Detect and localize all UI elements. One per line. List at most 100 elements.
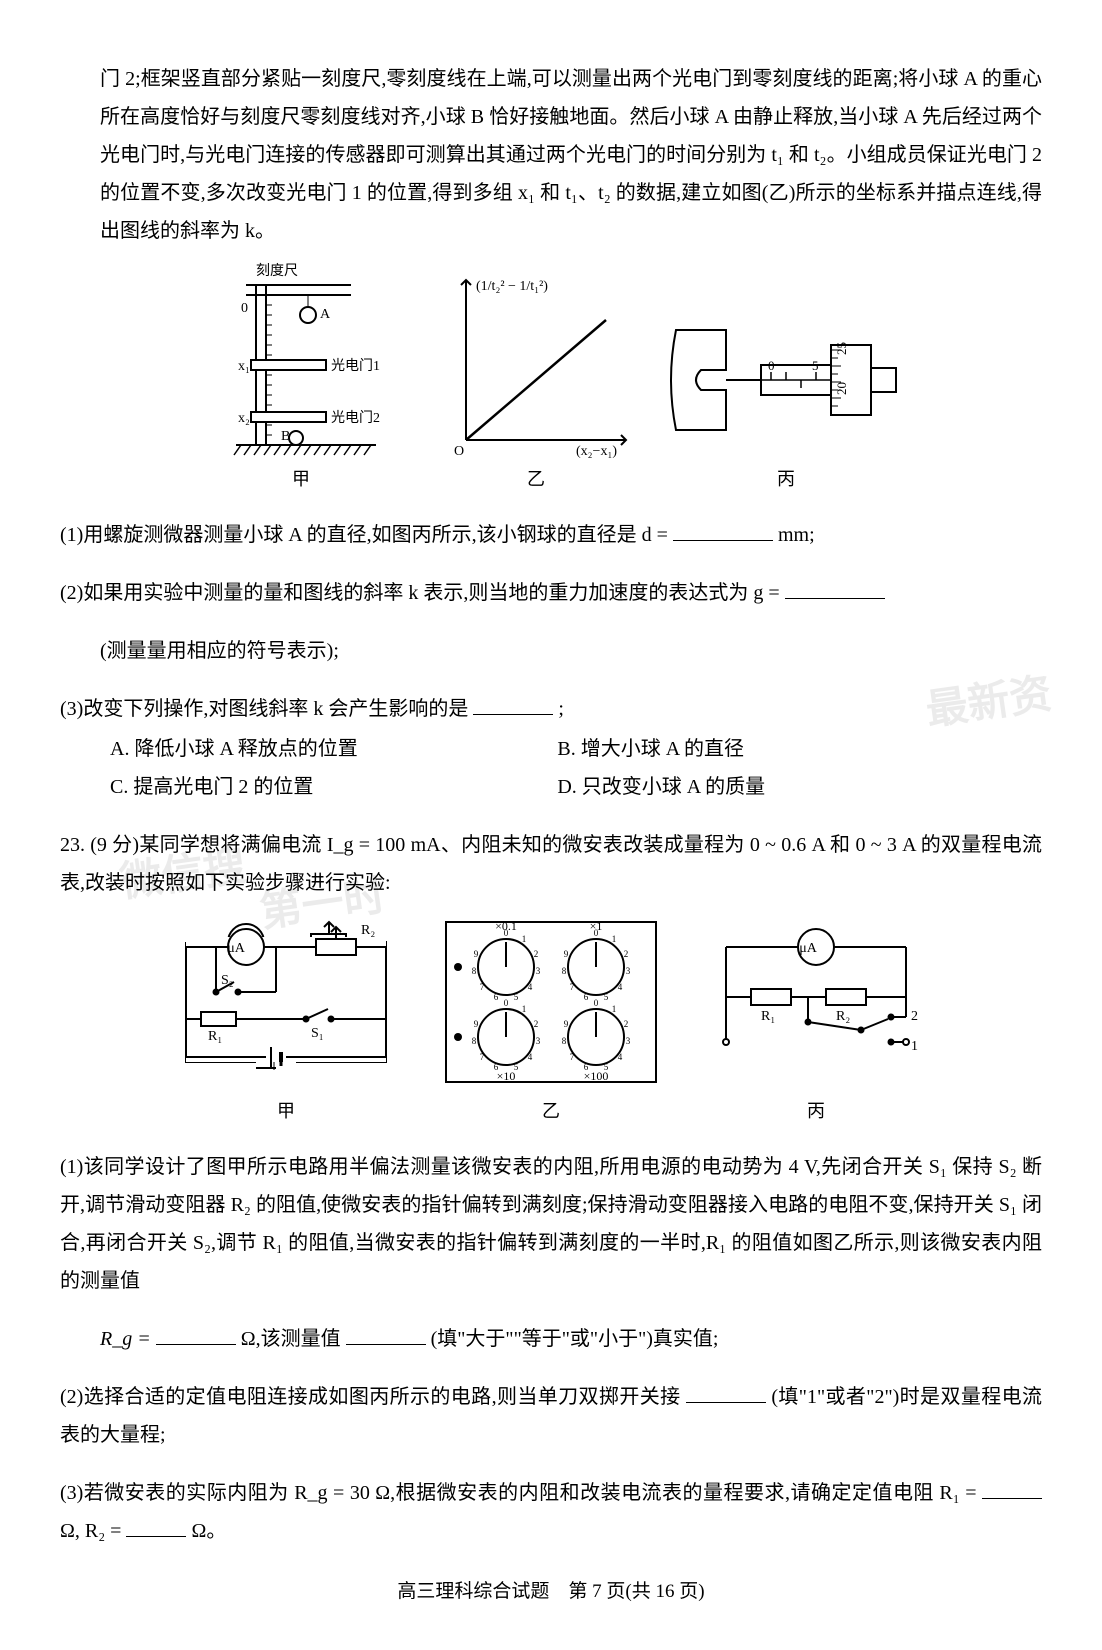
svg-text:0: 0 (594, 998, 599, 1008)
fig3-caption: 丙 (777, 462, 795, 496)
fig1-x1: x₁ (238, 359, 250, 374)
intro-paragraph: 门 2;框架竖直部分紧贴一刻度尺,零刻度线在上端,可以测量出两个光电门到零刻度线… (60, 60, 1042, 250)
s2-a: (2)选择合适的定值电阻连接成如图丙所示的电路,则当单刀双掷开关接 (60, 1386, 681, 1408)
opt-B: B. 增大小球 A 的直径 (557, 730, 1004, 768)
opt-C: C. 提高光电门 2 的位置 (110, 768, 557, 806)
s1-blank1[interactable] (156, 1324, 236, 1345)
svg-text:7: 7 (570, 982, 575, 992)
svg-text:4: 4 (528, 982, 533, 992)
figure-bing: 0 5 25 20 丙 (666, 290, 906, 496)
circ2-x10: ×10 (497, 1069, 516, 1083)
circuit-bing: μA R₁ R₂ 2 1 丙 (696, 922, 936, 1128)
svg-text:5: 5 (604, 992, 609, 1002)
fig1-zero: 0 (241, 301, 248, 316)
svg-text:9: 9 (474, 1019, 479, 1029)
fig1-gate2: 光电门2 (331, 410, 380, 426)
q3-semicolon: ; (558, 698, 564, 720)
q1-blank[interactable] (673, 520, 773, 541)
fig2-origin: O (454, 444, 464, 459)
s3-blank1[interactable] (982, 1478, 1042, 1499)
s3-b: Ω, R₂ = (60, 1520, 121, 1542)
circ3-n2: 2 (911, 1009, 918, 1024)
circ2-caption: 乙 (542, 1094, 560, 1128)
svg-text:2: 2 (534, 949, 539, 959)
svg-text:3: 3 (536, 1036, 541, 1046)
s3: (3)若微安表的实际内阻为 R_g = 30 Ω,根据微安表的内阻和改装电流表的… (60, 1474, 1042, 1550)
svg-text:1: 1 (522, 934, 527, 944)
fig1-gate1: 光电门1 (331, 358, 380, 374)
s1-p2c: (填"大于""等于"或"小于")真实值; (431, 1328, 719, 1350)
q3-blank[interactable] (473, 694, 553, 715)
svg-text:7: 7 (480, 982, 485, 992)
svg-text:9: 9 (564, 949, 569, 959)
svg-text:0: 0 (504, 998, 509, 1008)
q2-blank[interactable] (785, 578, 885, 599)
svg-text:6: 6 (494, 992, 499, 1002)
figure-yi: (1/t₂² − 1/t₁²) O (x₂−x₁) 乙 (436, 260, 636, 496)
svg-text:4: 4 (618, 982, 623, 992)
circuit-jia: μA R₂ S₂ R₁ S₁ 甲 (166, 912, 406, 1128)
circ3-uA: μA (799, 941, 818, 956)
opt-D: D. 只改变小球 A 的质量 (557, 768, 1004, 806)
fig3-t20: 20 (834, 382, 849, 395)
svg-text:8: 8 (562, 966, 567, 976)
svg-text:8: 8 (472, 1036, 477, 1046)
circuit-yi: 012 345 678 9 012 345 678 9 012 345 678 … (436, 912, 666, 1128)
circ2-x100: ×100 (584, 1069, 609, 1083)
circ1-R2: R₂ (361, 923, 375, 938)
s1-p2: R_g = Ω,该测量值 (填"大于""等于"或"小于")真实值; (60, 1320, 1042, 1358)
svg-text:2: 2 (624, 949, 629, 959)
figure-jia: 刻度尺 0 x₁ x₂ A B 光电门1 光电门2 甲 (196, 260, 406, 496)
svg-text:4: 4 (618, 1052, 623, 1062)
circ1-R1: R₁ (208, 1029, 222, 1044)
svg-text:9: 9 (474, 949, 479, 959)
q3-text: (3)改变下列操作,对图线斜率 k 会产生影响的是 (60, 698, 468, 720)
s1-Rg: R_g = (100, 1328, 151, 1350)
fig2-ylabel: (1/t₂² − 1/t₁²) (476, 279, 548, 294)
fig1-A: A (320, 307, 331, 322)
s3-a: (3)若微安表的实际内阻为 R_g = 30 Ω,根据微安表的内阻和改装电流表的… (60, 1482, 977, 1504)
circ1-S2: S₂ (221, 973, 234, 988)
s1-p1: (1)该同学设计了图甲所示电路用半偏法测量该微安表的内阻,所用电源的电动势为 4… (60, 1148, 1042, 1300)
sub-q3: (3)改变下列操作,对图线斜率 k 会产生影响的是 ; (60, 690, 1042, 728)
svg-text:9: 9 (564, 1019, 569, 1029)
s3-c: Ω。 (191, 1520, 226, 1542)
svg-text:3: 3 (626, 966, 631, 976)
svg-text:4: 4 (528, 1052, 533, 1062)
svg-text:1: 1 (612, 1004, 617, 1014)
svg-text:2: 2 (534, 1019, 539, 1029)
s3-blank2[interactable] (126, 1516, 186, 1537)
svg-text:7: 7 (480, 1052, 485, 1062)
q23-head: 23. (9 分)某同学想将满偏电流 I_g = 100 mA、内阻未知的微安表… (60, 826, 1042, 902)
figure-row-1: 刻度尺 0 x₁ x₂ A B 光电门1 光电门2 甲 (60, 260, 1042, 496)
opt-A: A. 降低小球 A 释放点的位置 (110, 730, 557, 768)
s1-blank2[interactable] (346, 1324, 426, 1345)
fig2-caption: 乙 (527, 462, 545, 496)
q3-options: A. 降低小球 A 释放点的位置 B. 增大小球 A 的直径 C. 提高光电门 … (60, 730, 1042, 806)
svg-text:1: 1 (522, 1004, 527, 1014)
q1-text: (1)用螺旋测微器测量小球 A 的直径,如图丙所示,该小钢球的直径是 d = (60, 524, 668, 546)
page-footer: 高三理科综合试题 第 7 页(共 16 页) (60, 1574, 1042, 1610)
svg-text:8: 8 (472, 966, 477, 976)
s2-blank[interactable] (686, 1382, 766, 1403)
fig1-x2: x₂ (238, 411, 250, 426)
circ3-n1: 1 (911, 1039, 918, 1054)
sub-q2: (2)如果用实验中测量的量和图线的斜率 k 表示,则当地的重力加速度的表达式为 … (60, 574, 1042, 612)
fig1-scale-label: 刻度尺 (256, 263, 298, 279)
s2: (2)选择合适的定值电阻连接成如图丙所示的电路,则当单刀双掷开关接 (填"1"或… (60, 1378, 1042, 1454)
svg-text:8: 8 (562, 1036, 567, 1046)
svg-text:5: 5 (514, 992, 519, 1002)
q1-unit: mm; (778, 524, 815, 546)
q2-text-a: (2)如果用实验中测量的量和图线的斜率 k 表示,则当地的重力加速度的表达式为 … (60, 582, 780, 604)
svg-text:7: 7 (570, 1052, 575, 1062)
circ2-x01: ×0.1 (495, 919, 517, 933)
circ3-R2: R₂ (836, 1009, 850, 1024)
circ3-R1: R₁ (761, 1009, 775, 1024)
fig3-main0: 0 (768, 358, 775, 373)
svg-text:3: 3 (626, 1036, 631, 1046)
sub-q1: (1)用螺旋测微器测量小球 A 的直径,如图丙所示,该小钢球的直径是 d = m… (60, 516, 1042, 554)
circ2-x1: ×1 (590, 919, 603, 933)
svg-text:3: 3 (536, 966, 541, 976)
fig1-B: B (281, 429, 290, 444)
fig2-xlabel: (x₂−x₁) (576, 444, 617, 459)
